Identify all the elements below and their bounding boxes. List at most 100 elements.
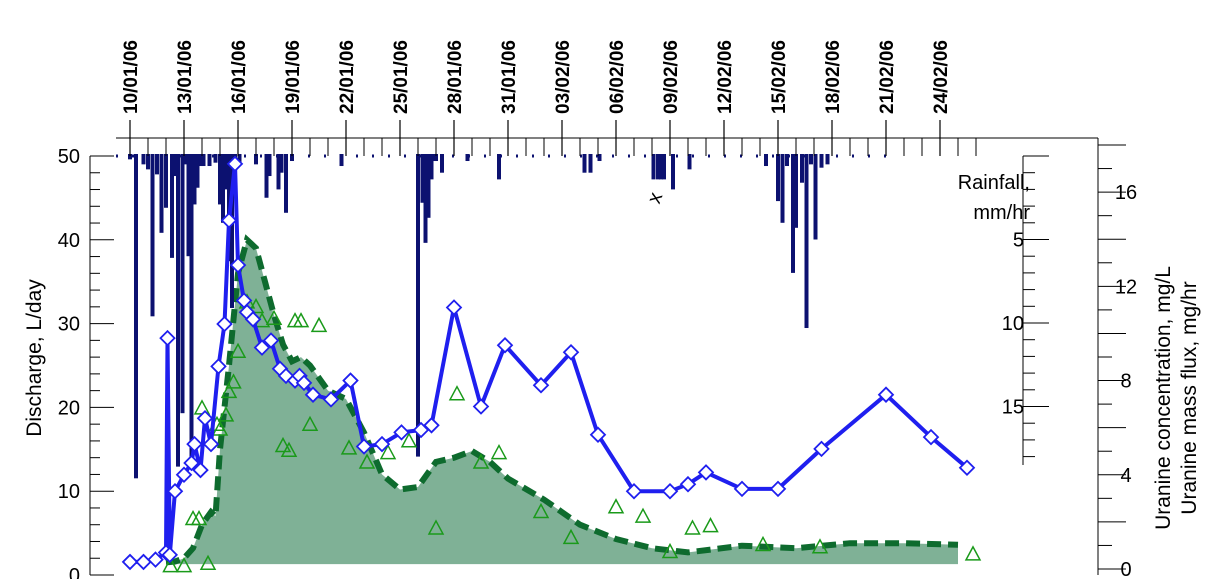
date-tick-label: 21/02/06: [877, 40, 898, 114]
rainfall-bar: [183, 154, 188, 165]
discharge-layer: [165, 234, 959, 566]
rainfall-layer: [116, 154, 900, 479]
rainfall-bar: [804, 154, 809, 329]
mass-flux-point: [274, 436, 292, 453]
concentration-point: [183, 454, 200, 472]
date-tick-label: 06/02/06: [607, 40, 628, 114]
rainfall-bar: [150, 154, 155, 317]
date-tick-label: 12/02/06: [715, 40, 736, 114]
concentration-point: [589, 426, 607, 444]
left-axis-tick-label: 50: [58, 146, 80, 168]
concentration-layer: [121, 155, 976, 571]
concentration-point: [304, 386, 322, 403]
concentration-point: [679, 475, 697, 493]
mass-flux-point: [217, 406, 235, 422]
date-tick-label: 22/01/06: [337, 40, 358, 114]
mass-flux-point: [211, 420, 229, 436]
rainfall-bar: [134, 154, 138, 479]
rain-axis-tick-label: 5: [1013, 230, 1024, 252]
left-axis-tick-label: 10: [58, 481, 80, 503]
mass-flux-point: [265, 309, 283, 326]
rainfall-bar: [791, 154, 795, 273]
concentration-point: [322, 391, 340, 408]
rainfall-bar: [813, 154, 818, 240]
date-tick-label: 03/02/06: [553, 40, 574, 114]
mass-flux-point: [229, 342, 247, 359]
labels-layer: 10/01/06 13/01/06 16/01/06 19/01/06 22/01/06…: [23, 40, 1201, 579]
date-tick-label: 09/02/06: [661, 40, 682, 114]
concentration-point: [121, 553, 139, 571]
mass-flux-point: [199, 554, 217, 571]
date-tick-label: 25/01/06: [391, 40, 412, 114]
concentration-point: [733, 480, 751, 498]
concentration-point: [220, 212, 238, 229]
mass-flux-point: [340, 439, 358, 455]
mass-flux-point: [220, 382, 238, 399]
concentration-point: [373, 435, 391, 453]
left-axis-tick-label: 20: [58, 397, 80, 419]
rainfall-bar: [290, 154, 294, 162]
rainfall-bar: [155, 154, 159, 175]
date-tick-label: 24/02/06: [931, 40, 952, 114]
rainfall-bar: [656, 154, 660, 180]
concentration-point: [186, 435, 203, 453]
rainfall-bar: [254, 154, 258, 165]
concentration-point: [697, 464, 715, 481]
mass-flux-point: [379, 443, 397, 460]
rainfall-bar: [776, 154, 780, 202]
mass-flux-point: [310, 316, 328, 333]
rainfall-bar: [465, 154, 470, 162]
concentration-point: [355, 438, 373, 455]
concentration-point: [175, 466, 193, 484]
rainfall-bar: [186, 154, 191, 257]
right-axis-tick-label: 8: [1120, 371, 1131, 393]
mass-flux-point: [162, 557, 179, 573]
mass-flux-point: [280, 441, 298, 457]
concentration-point: [166, 482, 184, 500]
rainfall-bar: [800, 154, 804, 183]
rainfall-bar: [279, 154, 284, 173]
left-axis-tick-label: 30: [58, 314, 80, 336]
rainfall-bar: [159, 154, 164, 233]
concentration-point: [210, 358, 227, 375]
concentration-point: [532, 376, 550, 394]
rainfall-bar: [794, 154, 798, 228]
mass-flux-point: [448, 385, 466, 401]
rainfall-bar: [195, 154, 200, 188]
rain-axis-title-line1: Rainfall,: [958, 172, 1030, 194]
concentration-point: [625, 482, 643, 500]
concentration-point: [562, 344, 580, 361]
rainfall-bar: [173, 154, 177, 177]
concentration-point: [192, 461, 209, 479]
date-tick-label: 10/01/06: [121, 40, 142, 114]
rainfall-bar: [198, 154, 203, 167]
rainfall-bar: [141, 154, 146, 165]
rainfall-bar: [218, 154, 222, 205]
mass-flux-point: [532, 502, 550, 519]
concentration-point: [295, 374, 313, 392]
rainfall-bar: [207, 154, 212, 167]
rainfall-bar: [237, 154, 242, 163]
concentration-point: [161, 546, 179, 564]
rainfall-bar: [687, 154, 692, 170]
rainfall-bar: [440, 154, 444, 173]
rainfall-bar: [764, 154, 768, 167]
mass-flux-point: [490, 443, 508, 460]
rainfall-bar: [128, 154, 132, 160]
rainfall-bar: [170, 154, 174, 258]
rainfall-bar: [416, 154, 420, 457]
rainfall-bar: [180, 154, 185, 414]
rainfall-bar: [146, 154, 150, 170]
mass-flux-point: [358, 453, 376, 469]
rainfall-bar: [339, 154, 344, 167]
concentration-point: [922, 428, 940, 446]
rainfall-bar: [264, 154, 269, 198]
concentration-point: [769, 480, 787, 498]
mass-flux-point: [964, 545, 982, 561]
rainfall-bar: [785, 154, 789, 167]
mass-flux-point: [754, 535, 772, 552]
date-tick-label: 15/02/06: [769, 40, 790, 114]
left-axis-title: Discharge, L/day: [23, 279, 46, 437]
rainfall-bar: [582, 154, 587, 173]
mass-flux-point: [661, 542, 679, 559]
